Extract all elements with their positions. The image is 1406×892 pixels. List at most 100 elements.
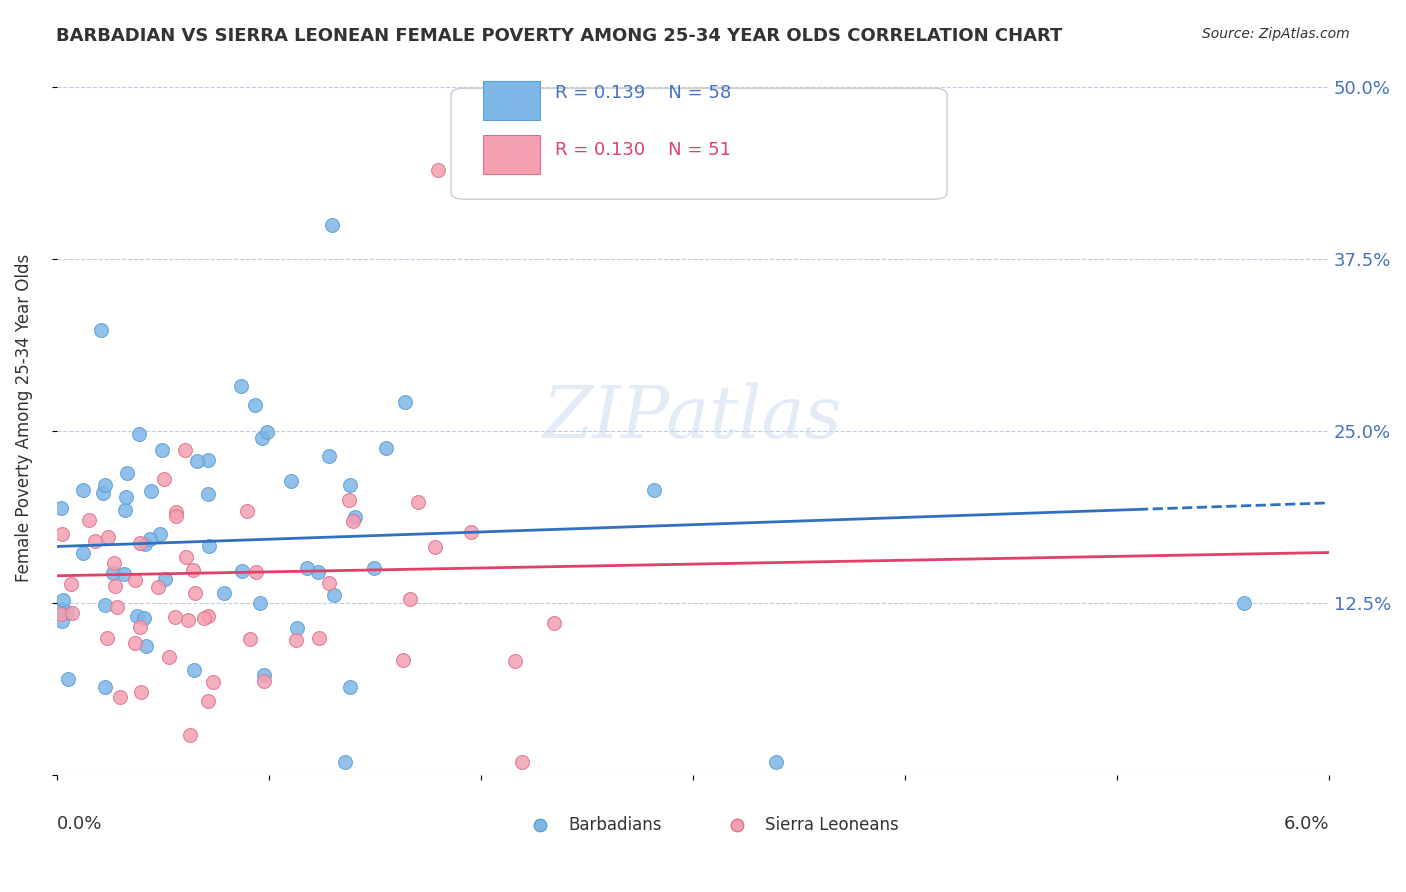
Point [308,631,330,645]
Point [72,483,94,497]
Point [149,527,172,541]
Point [375,441,398,455]
Point [285,632,308,647]
Point [104,579,127,593]
Point [198,539,221,553]
Point [183,663,205,677]
Point [239,632,262,646]
Point [256,425,278,439]
Point [60,607,83,621]
Point [253,673,276,688]
Point [394,395,416,409]
Text: R = 0.139    N = 58: R = 0.139 N = 58 [555,84,731,103]
Point [55,605,77,619]
Point [127,609,149,624]
Point [105,600,128,615]
Point [135,639,157,653]
Point [460,525,482,540]
Point [177,613,200,627]
Y-axis label: Female Poverty Among 25-34 Year Olds: Female Poverty Among 25-34 Year Olds [15,253,32,582]
Point [280,475,302,489]
Point [129,620,152,634]
FancyBboxPatch shape [451,88,948,199]
Point [129,685,152,699]
Point [114,503,136,517]
Point [59,577,82,591]
Text: R = 0.130    N = 51: R = 0.130 N = 51 [555,142,731,160]
Point [363,561,385,575]
Point [146,580,169,594]
Point [97,530,120,544]
Point [765,755,787,769]
Point [231,379,253,393]
Point [339,680,361,694]
Point [253,668,276,682]
Point [184,586,207,600]
Point [94,599,117,613]
Point [49,607,72,622]
Point [243,398,266,412]
Point [202,675,225,690]
Point [51,614,73,628]
Point [139,483,162,498]
Point [79,513,101,527]
Point [318,449,340,463]
Point [157,650,180,665]
Point [165,505,187,519]
Text: ZIPatlas: ZIPatlas [543,382,842,453]
Point [174,442,197,457]
Point [132,611,155,625]
Point [343,510,366,524]
Point [197,453,219,467]
Text: Sierra Leoneans: Sierra Leoneans [765,816,898,834]
Text: 6.0%: 6.0% [1284,814,1329,833]
Text: Barbadians: Barbadians [568,816,661,834]
Point [56,672,79,686]
Point [153,471,176,485]
Point [287,621,309,635]
Point [51,593,73,607]
Point [392,653,415,667]
Point [51,527,73,541]
Point [101,566,124,581]
Point [197,487,219,501]
Point [94,680,117,694]
Point [197,609,219,624]
Point [49,500,72,515]
Point [318,576,340,591]
Point [51,602,73,616]
Point [181,563,204,577]
FancyBboxPatch shape [482,135,540,174]
Point [84,533,107,548]
Point [321,218,343,232]
Point [643,483,665,497]
Text: BARBADIAN VS SIERRA LEONEAN FEMALE POVERTY AMONG 25-34 YEAR OLDS CORRELATION CHA: BARBADIAN VS SIERRA LEONEAN FEMALE POVER… [56,27,1063,45]
Text: 0.0%: 0.0% [56,814,103,833]
Point [96,632,118,646]
Point [342,514,364,528]
Point [231,564,253,578]
Point [110,690,132,705]
Point [124,636,146,650]
Point [249,596,271,610]
Point [307,566,329,580]
Point [114,490,136,504]
Point [150,442,173,457]
Point [193,610,215,624]
Point [212,586,235,600]
Point [399,592,422,607]
Point [139,533,162,547]
Point [103,556,125,570]
Point [503,654,526,668]
Point [333,755,356,769]
Point [128,536,150,550]
Text: Source: ZipAtlas.com: Source: ZipAtlas.com [1202,27,1350,41]
Point [115,466,138,480]
Point [90,322,112,336]
Point [510,755,533,769]
Point [250,431,273,445]
Point [186,453,208,467]
Point [179,728,201,742]
Point [235,504,257,518]
Point [134,537,156,551]
